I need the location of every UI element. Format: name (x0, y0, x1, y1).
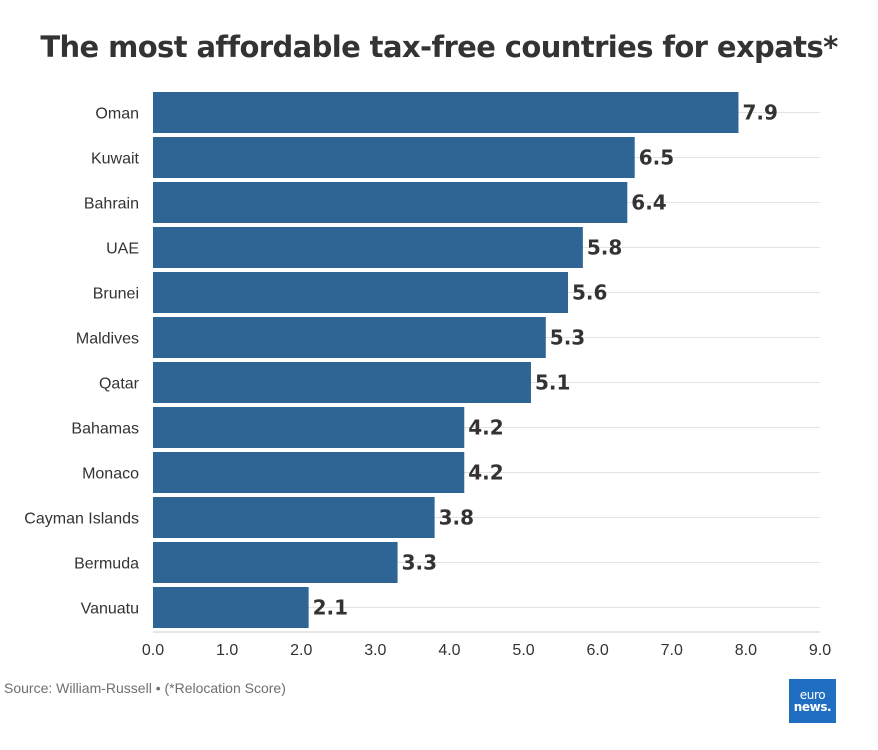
category-label: Brunei (93, 286, 139, 303)
category-label: Cayman Islands (24, 511, 139, 528)
category-label: Vanuatu (81, 601, 139, 618)
bars (153, 92, 739, 628)
x-tick-label: 3.0 (364, 642, 386, 659)
x-tick-label: 5.0 (512, 642, 534, 659)
value-label: 4.2 (468, 461, 503, 485)
x-tick-labels: 0.0 1.0 2.0 3.0 4.0 5.0 6.0 7.0 8.0 9.0 (142, 642, 831, 659)
value-label: 5.8 (587, 236, 622, 260)
bar (153, 542, 398, 583)
bar (153, 92, 739, 133)
value-label: 6.4 (631, 191, 666, 215)
bar (153, 452, 465, 493)
bar (153, 227, 583, 268)
category-label: Bermuda (74, 556, 139, 573)
category-label: Kuwait (91, 151, 140, 168)
category-label: Oman (95, 106, 139, 123)
category-label: Maldives (76, 331, 139, 348)
bar (153, 182, 628, 223)
value-label: 2.1 (313, 596, 348, 620)
bar-chart: Oman Kuwait Bahrain UAE Brunei Maldives Qatar B… (24, 92, 831, 659)
source-note: Source: William-Russell • (*Relocation S… (4, 680, 286, 696)
x-tick-label: 7.0 (661, 642, 683, 659)
value-label: 5.6 (572, 281, 607, 305)
logo-line-1: euro (799, 688, 826, 702)
bar (153, 317, 546, 358)
x-tick-label: 2.0 (290, 642, 312, 659)
chart-title: The most affordable tax-free countries f… (40, 30, 838, 64)
x-tick-label: 4.0 (438, 642, 460, 659)
value-label: 5.3 (550, 326, 585, 350)
value-label: 6.5 (639, 146, 674, 170)
category-label: Bahamas (71, 421, 139, 438)
logo-line-2: news. (793, 700, 832, 714)
x-tick-label: 6.0 (587, 642, 609, 659)
bar (153, 272, 569, 313)
value-label: 5.1 (535, 371, 570, 395)
category-label: UAE (106, 241, 139, 258)
bar (153, 407, 465, 448)
category-labels: Oman Kuwait Bahrain UAE Brunei Maldives Qatar B… (24, 106, 139, 618)
category-label: Bahrain (84, 196, 139, 213)
x-tick-label: 0.0 (142, 642, 164, 659)
value-label: 4.2 (468, 416, 503, 440)
bar (153, 137, 635, 178)
x-tick-label: 9.0 (809, 642, 831, 659)
value-labels: 7.9 6.5 6.4 5.8 5.6 5.3 5.1 4.2 4.2 3.83.3 2.1 (313, 101, 778, 620)
bar (153, 362, 531, 403)
value-label: 3.8 (439, 506, 474, 530)
category-label: Qatar (99, 376, 140, 393)
x-tick-label: 1.0 (216, 642, 238, 659)
x-tick-label: 8.0 (735, 642, 757, 659)
euronews-logo: euro news. (789, 679, 836, 723)
value-label: 7.9 (742, 101, 777, 125)
category-label: Monaco (82, 466, 139, 483)
bar (153, 497, 435, 538)
bar (153, 587, 309, 628)
value-label: 3.3 (402, 551, 437, 575)
